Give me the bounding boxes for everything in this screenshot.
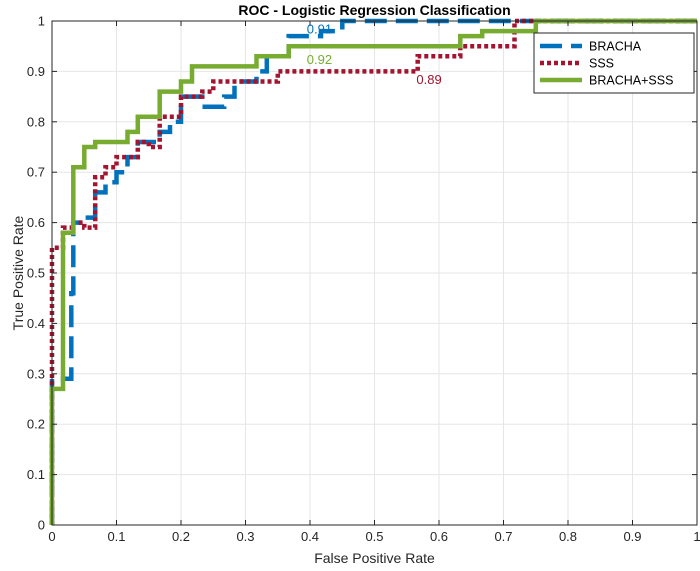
x-tick-label: 0 xyxy=(48,529,55,544)
x-axis-label: False Positive Rate xyxy=(314,550,435,566)
auc-label-bracha: 0.91 xyxy=(307,22,332,37)
x-tick-label: 0.9 xyxy=(623,529,641,544)
y-tick-label: 1 xyxy=(38,14,45,29)
x-tick-label: 0.5 xyxy=(365,529,383,544)
x-tick-label: 0.7 xyxy=(494,529,512,544)
series-layer xyxy=(49,18,697,525)
y-axis-label: True Positive Rate xyxy=(10,215,26,330)
y-tick-label: 0.8 xyxy=(27,114,45,129)
x-tick-label: 0.8 xyxy=(559,529,577,544)
y-tick-label: 0.5 xyxy=(27,266,45,281)
x-tick-label: 0.2 xyxy=(172,529,190,544)
y-tick-label: 0.3 xyxy=(27,366,45,381)
y-tick-label: 0 xyxy=(38,518,45,533)
legend-entry: SSS xyxy=(589,57,614,71)
x-tick-label: 0.3 xyxy=(236,529,254,544)
x-tick-label: 0.1 xyxy=(107,529,125,544)
y-tick-label: 0.9 xyxy=(27,64,45,79)
auc-annotations: 0.91 0.89 0.92 xyxy=(307,22,442,87)
legend: BRACHA SSS BRACHA+SSS xyxy=(533,32,695,94)
y-tick-label: 0.7 xyxy=(27,165,45,180)
legend-box xyxy=(533,32,695,94)
auc-label-bracha-sss: 0.92 xyxy=(307,52,332,67)
x-tick-label: 0.6 xyxy=(430,529,448,544)
auc-label-sss: 0.89 xyxy=(416,72,441,87)
x-tick-label: 0.4 xyxy=(301,529,319,544)
series-line-bracha-sss xyxy=(49,18,697,525)
y-tick-label: 0.6 xyxy=(27,215,45,230)
y-tick-label: 0.2 xyxy=(27,417,45,432)
y-tick-label: 0.4 xyxy=(27,316,45,331)
axis-ticks: 0 0.1 0.2 0.3 0.4 0.5 0.6 0.7 0.8 0.9 100.10.20.30… xyxy=(27,14,700,545)
legend-entry: BRACHA+SSS xyxy=(589,74,673,88)
x-tick-label: 1 xyxy=(693,529,700,544)
y-tick-label: 0.1 xyxy=(27,467,45,482)
legend-entry: BRACHA xyxy=(589,40,642,54)
chart-title: ROC - Logistic Regression Classification xyxy=(238,2,510,18)
